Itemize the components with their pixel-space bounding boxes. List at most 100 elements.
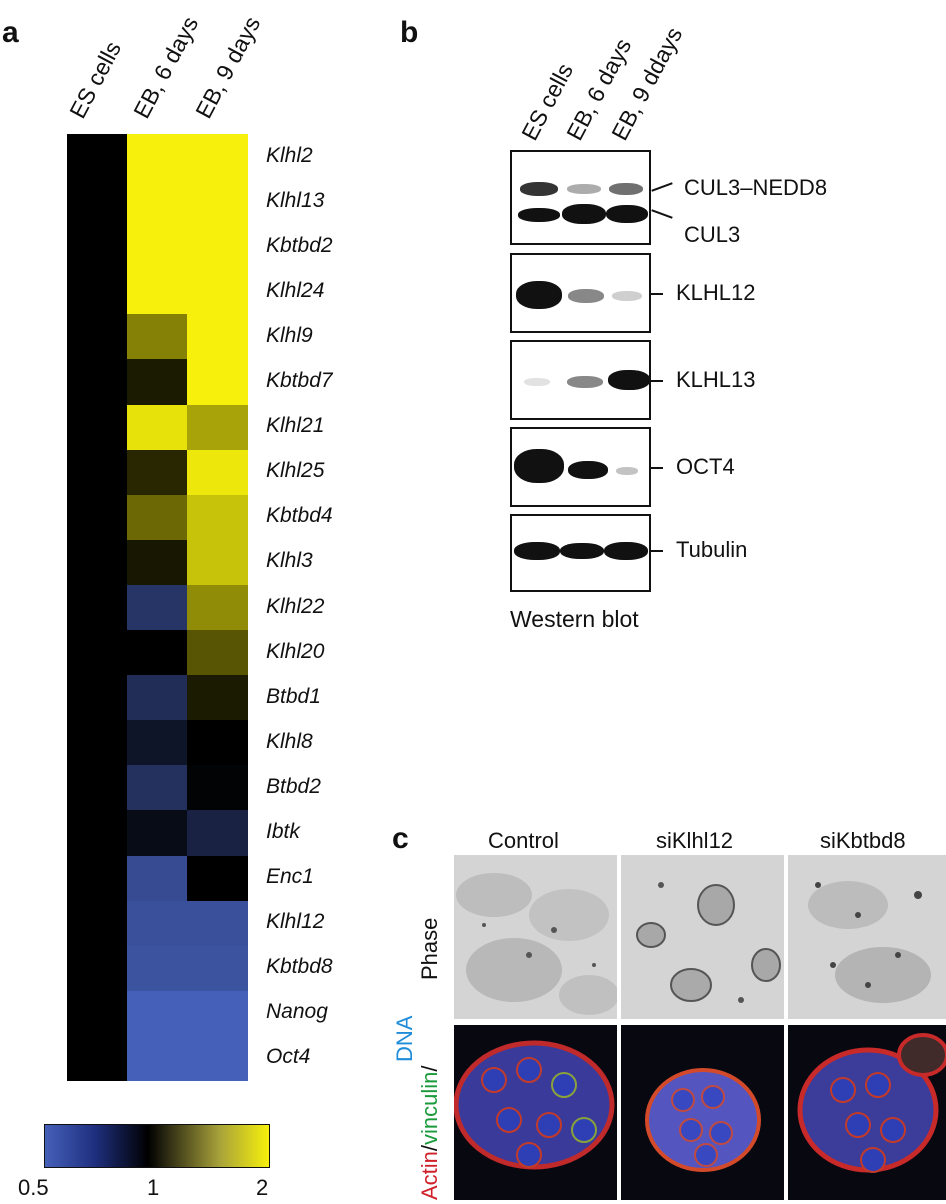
gene-label: Klhl21 xyxy=(266,414,325,438)
band xyxy=(514,542,560,560)
phase-image-control xyxy=(454,855,617,1019)
heatmap-cell xyxy=(127,720,187,766)
label-tick xyxy=(651,550,663,552)
blot-label-oct4: OCT4 xyxy=(676,454,735,479)
color-scale-min-label: 0.5 xyxy=(18,1175,49,1200)
gene-label: Klhl2 xyxy=(266,143,313,167)
band xyxy=(612,291,642,301)
stain-vinculin-label: vinculin xyxy=(417,1071,442,1145)
gene-label: Klhl20 xyxy=(266,639,325,663)
blot-label-cul3-nedd8: CUL3–NEDD8 xyxy=(684,175,828,200)
panel-a-letter: a xyxy=(2,16,19,49)
heatmap-cell xyxy=(127,359,187,406)
row-label-phase: Phase xyxy=(417,917,442,980)
gene-label: Klhl24 xyxy=(266,278,325,302)
gene-label: Klhl25 xyxy=(266,459,325,483)
heatmap-cell xyxy=(67,720,127,766)
gene-label: Klhl9 xyxy=(266,323,313,347)
heatmap-cell xyxy=(127,269,187,315)
heatmap-cell xyxy=(127,224,187,270)
gene-label: Klhl12 xyxy=(266,910,325,934)
blot-label-tubulin: Tubulin xyxy=(676,537,748,562)
panel-b-letter: b xyxy=(400,16,419,49)
heatmap-cell xyxy=(187,584,248,631)
heatmap-cell xyxy=(67,404,127,451)
band xyxy=(560,543,604,559)
heatmap-cell xyxy=(127,404,187,451)
column-title-sikbtbd8: siKbtbd8 xyxy=(820,828,906,853)
band xyxy=(606,205,648,223)
gene-label: Kbtbd7 xyxy=(266,369,333,393)
heatmap-cell xyxy=(127,314,187,360)
label-tick xyxy=(651,209,673,219)
heatmap-cell xyxy=(67,269,127,315)
heatmap-cell xyxy=(67,584,127,631)
gene-label: Enc1 xyxy=(266,865,314,889)
heatmap-cell xyxy=(187,765,248,811)
blot-label-cul3: CUL3 xyxy=(684,222,741,247)
blot-klhl13 xyxy=(510,340,651,420)
band xyxy=(609,183,643,195)
gene-label: Nanog xyxy=(266,1000,328,1024)
blot-cul3 xyxy=(510,150,651,245)
heatmap-cell xyxy=(187,134,248,180)
heatmap-cell xyxy=(67,990,127,1037)
gene-label: Btbd1 xyxy=(266,684,321,708)
heatmap-cell xyxy=(127,584,187,631)
gene-label: Ibtk xyxy=(266,819,300,843)
label-tick xyxy=(651,293,663,295)
heatmap-cell xyxy=(127,990,187,1037)
heatmap-cell xyxy=(187,269,248,315)
heatmap-cell xyxy=(127,179,187,225)
heatmap-cell xyxy=(187,224,248,270)
blot-klhl12 xyxy=(510,253,651,333)
color-scale-mid-label: 1 xyxy=(147,1175,160,1200)
band xyxy=(604,542,648,560)
gene-label: Btbd2 xyxy=(266,774,321,798)
heatmap-cell xyxy=(67,855,127,902)
heatmap-cell xyxy=(127,1035,187,1082)
row-label-stain: Actin/vinculin/ xyxy=(417,1065,443,1200)
heatmap-cell xyxy=(187,359,248,406)
heatmap-cell xyxy=(187,900,248,947)
column-title-siklhl12: siKlhl12 xyxy=(656,828,734,853)
heatmap-cell xyxy=(187,810,248,857)
heatmap-cell xyxy=(67,1035,127,1082)
heatmap-cell xyxy=(187,539,248,586)
heatmap-cell xyxy=(187,179,248,225)
gene-label: Oct4 xyxy=(266,1045,311,1069)
heatmap-cell xyxy=(187,720,248,766)
heatmap-cell xyxy=(127,134,187,180)
heatmap-cell xyxy=(67,494,127,541)
heatmap-cell xyxy=(187,945,248,992)
heatmap-cell xyxy=(127,539,187,586)
band xyxy=(562,204,606,224)
heatmap-cell xyxy=(187,630,248,676)
phase-image-siklhl12 xyxy=(621,855,784,1019)
heatmap-cell xyxy=(67,945,127,992)
gene-label: Kbtbd8 xyxy=(266,955,333,979)
heatmap-cell xyxy=(187,855,248,902)
heatmap-cell xyxy=(67,179,127,225)
heatmap-cell xyxy=(67,765,127,811)
band xyxy=(518,208,560,222)
blot-label-klhl12: KLHL12 xyxy=(676,280,756,305)
gene-label: Klhl8 xyxy=(266,729,313,753)
heatmap-cell xyxy=(67,675,127,721)
band xyxy=(568,289,604,303)
heatmap-cell xyxy=(187,449,248,496)
heatmap-cell xyxy=(187,314,248,360)
heatmap-column-label: ES cells xyxy=(64,36,127,123)
heatmap-cell xyxy=(187,494,248,541)
color-scale-max-label: 2 xyxy=(256,1175,269,1200)
heatmap-cell xyxy=(127,765,187,811)
heatmap-cell xyxy=(187,990,248,1037)
heatmap-cell xyxy=(127,449,187,496)
stain-actin-label: Actin xyxy=(417,1151,442,1200)
label-tick xyxy=(651,467,663,469)
gene-label: Kbtbd2 xyxy=(266,233,333,257)
heatmap-cell xyxy=(67,314,127,360)
heatmap-cell xyxy=(67,539,127,586)
band xyxy=(567,184,601,194)
heatmap-cell xyxy=(187,404,248,451)
